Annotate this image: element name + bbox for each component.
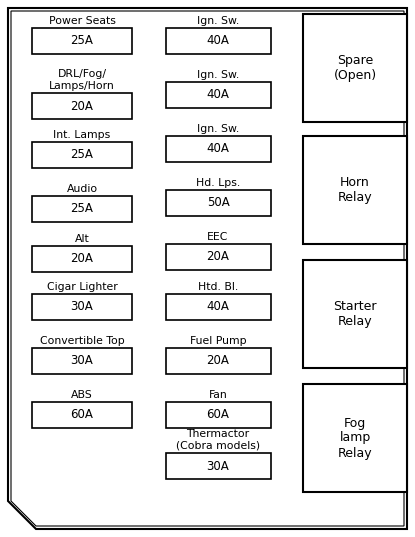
- Text: Fan: Fan: [209, 389, 227, 400]
- Text: 25A: 25A: [71, 149, 93, 162]
- Text: 40A: 40A: [207, 142, 229, 156]
- Bar: [303, 260, 407, 368]
- Text: 20A: 20A: [71, 252, 93, 265]
- Bar: [32, 93, 132, 119]
- Text: DRL/Fog/
Lamps/Horn: DRL/Fog/ Lamps/Horn: [49, 69, 115, 91]
- Text: 40A: 40A: [207, 34, 229, 47]
- Text: 50A: 50A: [207, 197, 229, 209]
- Text: Ign. Sw.: Ign. Sw.: [197, 69, 239, 79]
- Text: ABS: ABS: [71, 389, 93, 400]
- Text: Starter
Relay: Starter Relay: [333, 300, 377, 328]
- Bar: [32, 402, 132, 428]
- Bar: [166, 28, 271, 54]
- Text: Htd. Bl.: Htd. Bl.: [198, 281, 238, 292]
- Text: 30A: 30A: [207, 460, 229, 473]
- Bar: [166, 348, 271, 374]
- Text: Thermactor
(Cobra models): Thermactor (Cobra models): [176, 429, 260, 451]
- Text: Alt: Alt: [75, 234, 89, 243]
- Text: Ign. Sw.: Ign. Sw.: [197, 16, 239, 25]
- Text: 30A: 30A: [71, 301, 93, 314]
- Text: EEC: EEC: [208, 231, 229, 242]
- Text: Hd. Lps.: Hd. Lps.: [196, 178, 240, 187]
- Text: 30A: 30A: [71, 354, 93, 367]
- Bar: [32, 246, 132, 272]
- Text: Horn
Relay: Horn Relay: [338, 176, 372, 204]
- Bar: [32, 142, 132, 168]
- Text: Power Seats: Power Seats: [49, 16, 115, 25]
- Text: 20A: 20A: [207, 354, 229, 367]
- Text: Audio: Audio: [66, 184, 98, 193]
- Text: Convertible Top: Convertible Top: [39, 336, 124, 345]
- Bar: [303, 384, 407, 492]
- Bar: [303, 136, 407, 244]
- Bar: [303, 14, 407, 122]
- Text: 60A: 60A: [71, 409, 93, 422]
- Text: 20A: 20A: [207, 250, 229, 264]
- Text: 20A: 20A: [71, 99, 93, 112]
- Text: 25A: 25A: [71, 202, 93, 215]
- Text: 40A: 40A: [207, 301, 229, 314]
- Bar: [166, 453, 271, 479]
- Bar: [32, 348, 132, 374]
- Text: Fog
lamp
Relay: Fog lamp Relay: [338, 417, 372, 460]
- Bar: [166, 136, 271, 162]
- Text: Spare
(Open): Spare (Open): [333, 54, 376, 82]
- Bar: [166, 244, 271, 270]
- Text: Cigar Lighter: Cigar Lighter: [46, 281, 117, 292]
- Text: 40A: 40A: [207, 89, 229, 101]
- Bar: [166, 82, 271, 108]
- Text: 25A: 25A: [71, 34, 93, 47]
- Text: 60A: 60A: [207, 409, 229, 422]
- Bar: [166, 190, 271, 216]
- Text: Ign. Sw.: Ign. Sw.: [197, 124, 239, 134]
- Text: Fuel Pump: Fuel Pump: [190, 336, 247, 345]
- Bar: [32, 28, 132, 54]
- Text: Int. Lamps: Int. Lamps: [54, 129, 111, 140]
- Bar: [32, 196, 132, 222]
- Bar: [166, 294, 271, 320]
- Bar: [32, 294, 132, 320]
- Bar: [166, 402, 271, 428]
